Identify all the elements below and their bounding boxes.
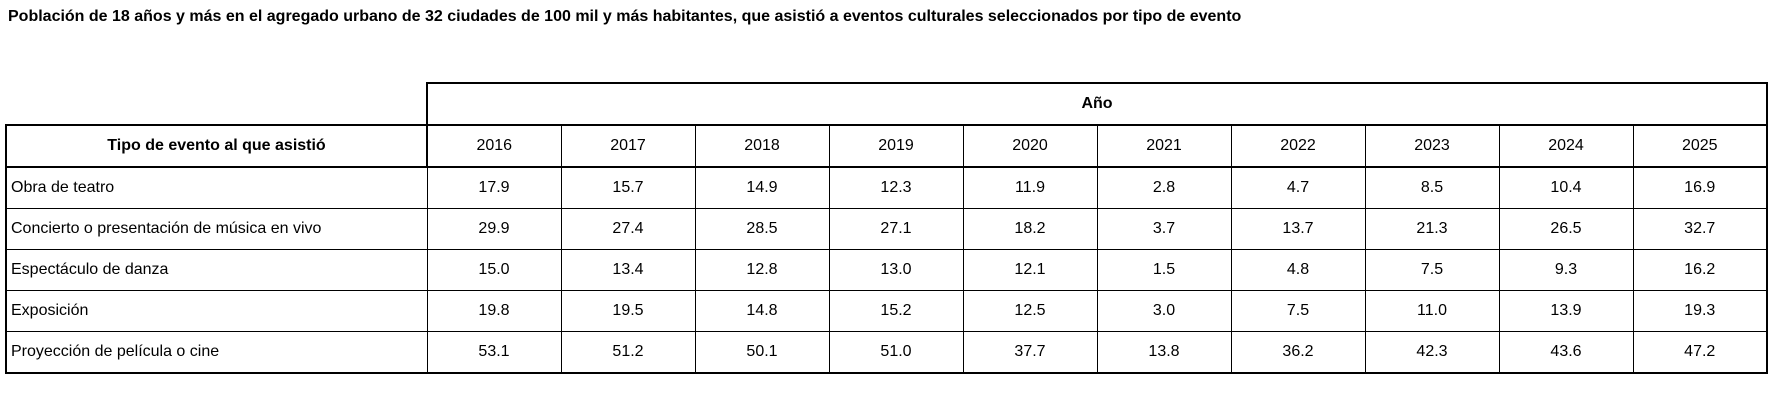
value-cell: 15.0 — [426, 249, 562, 291]
value-cell: 4.7 — [1230, 166, 1366, 209]
value-cell: 53.1 — [426, 331, 562, 374]
value-cell: 12.1 — [962, 249, 1098, 291]
value-cell: 27.4 — [560, 208, 696, 250]
value-cell: 16.2 — [1632, 249, 1768, 291]
event-type-column-header: Tipo de evento al que asistió — [5, 124, 428, 168]
table-row: Obra de teatro 17.9 15.7 14.9 12.3 11.9 2.8 4.7… — [5, 166, 1768, 209]
value-cell: 1.5 — [1096, 249, 1232, 291]
event-type-cell: Espectáculo de danza — [5, 249, 428, 291]
year-header-cell: 2023 — [1364, 124, 1500, 168]
value-cell: 13.8 — [1096, 331, 1232, 374]
value-cell: 43.6 — [1498, 331, 1634, 374]
year-header-cell: 2018 — [694, 124, 830, 168]
group-header-row: Año — [6, 82, 1768, 126]
column-header-row: Tipo de evento al que asistió 2016 2017 20… — [5, 124, 1768, 168]
table-row: Concierto o presentación de música en vi… — [5, 208, 1768, 250]
event-type-cell: Concierto o presentación de música en vi… — [5, 208, 428, 250]
year-header-cell: 2025 — [1632, 124, 1768, 168]
table-title: Población de 18 años y más en el agregad… — [8, 8, 1242, 25]
value-cell: 26.5 — [1498, 208, 1634, 250]
value-cell: 4.8 — [1230, 249, 1366, 291]
event-type-cell: Proyección de película o cine — [5, 331, 428, 374]
value-cell: 19.3 — [1632, 290, 1768, 332]
value-cell: 18.2 — [962, 208, 1098, 250]
value-cell: 12.8 — [694, 249, 830, 291]
value-cell: 3.0 — [1096, 290, 1232, 332]
year-header-cell: 2016 — [426, 124, 562, 168]
year-header-cell: 2020 — [962, 124, 1098, 168]
value-cell: 36.2 — [1230, 331, 1366, 374]
value-cell: 13.7 — [1230, 208, 1366, 250]
event-type-cell: Obra de teatro — [5, 166, 428, 209]
value-cell: 37.7 — [962, 331, 1098, 374]
value-cell: 32.7 — [1632, 208, 1768, 250]
value-cell: 42.3 — [1364, 331, 1500, 374]
value-cell: 11.9 — [962, 166, 1098, 209]
value-cell: 50.1 — [694, 331, 830, 374]
value-cell: 47.2 — [1632, 331, 1768, 374]
value-cell: 19.5 — [560, 290, 696, 332]
value-cell: 19.8 — [426, 290, 562, 332]
table-row: Proyección de película o cine 53.1 51.2 50.… — [5, 331, 1768, 374]
corner-cell — [6, 83, 427, 125]
table-body: Obra de teatro 17.9 15.7 14.9 12.3 11.9 2.8 4.7… — [5, 166, 1768, 374]
table-row: Exposición 19.8 19.5 14.8 15.2 12.5 3.0 7.5 11.0… — [5, 290, 1768, 332]
value-cell: 3.7 — [1096, 208, 1232, 250]
year-header-cell: 2017 — [560, 124, 696, 168]
value-cell: 28.5 — [694, 208, 830, 250]
value-cell: 8.5 — [1364, 166, 1500, 209]
value-cell: 29.9 — [426, 208, 562, 250]
value-cell: 12.3 — [828, 166, 964, 209]
value-cell: 51.0 — [828, 331, 964, 374]
value-cell: 9.3 — [1498, 249, 1634, 291]
value-cell: 15.2 — [828, 290, 964, 332]
table-row: Espectáculo de danza 15.0 13.4 12.8 13.0 12.1… — [5, 249, 1768, 291]
year-group-header: Año — [426, 82, 1768, 126]
value-cell: 12.5 — [962, 290, 1098, 332]
year-header-cell: 2019 — [828, 124, 964, 168]
value-cell: 27.1 — [828, 208, 964, 250]
event-type-cell: Exposición — [5, 290, 428, 332]
year-header-cell: 2021 — [1096, 124, 1232, 168]
value-cell: 14.8 — [694, 290, 830, 332]
value-cell: 21.3 — [1364, 208, 1500, 250]
value-cell: 15.7 — [560, 166, 696, 209]
value-cell: 51.2 — [560, 331, 696, 374]
value-cell: 16.9 — [1632, 166, 1768, 209]
value-cell: 7.5 — [1230, 290, 1366, 332]
value-cell: 7.5 — [1364, 249, 1500, 291]
value-cell: 2.8 — [1096, 166, 1232, 209]
year-header-cell: 2022 — [1230, 124, 1366, 168]
value-cell: 13.0 — [828, 249, 964, 291]
value-cell: 13.4 — [560, 249, 696, 291]
year-header-cell: 2024 — [1498, 124, 1634, 168]
value-cell: 17.9 — [426, 166, 562, 209]
statistics-table: Año Tipo de evento al que asistió 2016 20… — [5, 82, 1768, 374]
value-cell: 13.9 — [1498, 290, 1634, 332]
value-cell: 10.4 — [1498, 166, 1634, 209]
value-cell: 11.0 — [1364, 290, 1500, 332]
value-cell: 14.9 — [694, 166, 830, 209]
